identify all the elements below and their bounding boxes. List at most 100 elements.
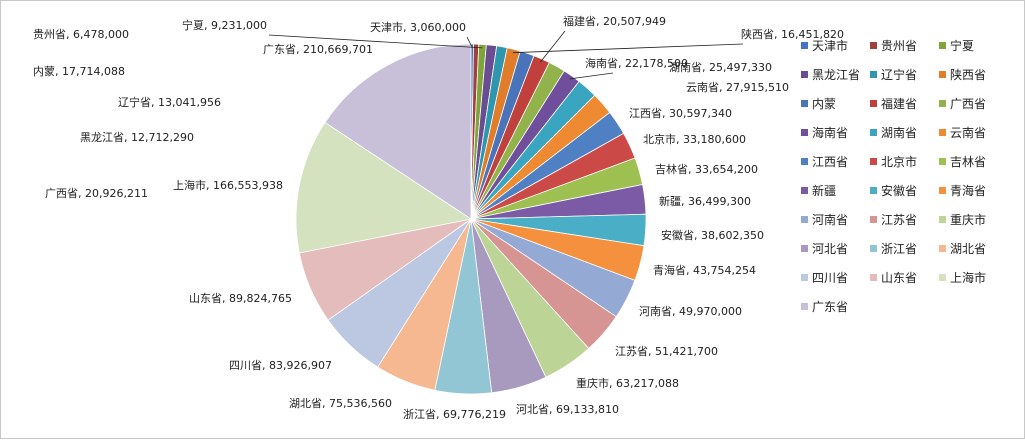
legend-swatch [801, 158, 808, 165]
legend-row: 内蒙 福建省 广西省 [801, 95, 1021, 124]
legend-entry: 湖北省 [939, 240, 1008, 257]
legend-label: 贵州省 [881, 39, 918, 53]
leader-line [569, 72, 614, 80]
data-label: 山东省, 89,824,765 [189, 292, 292, 305]
legend-entry: 黑龙江省 [801, 66, 870, 83]
data-label: 贵州省, 6,478,000 [33, 28, 129, 41]
legend-label: 新疆 [812, 184, 837, 198]
legend-entry: 青海省 [939, 182, 1008, 199]
legend-row: 四川省 山东省 上海市 [801, 269, 1021, 298]
legend-swatch [939, 42, 946, 49]
legend-row: 新疆 安徽省 青海省 [801, 182, 1021, 211]
legend-entry: 贵州省 [870, 37, 939, 54]
legend-row: 河北省 浙江省 湖北省 [801, 240, 1021, 269]
legend-entry: 天津市 [801, 37, 870, 54]
legend-swatch [870, 187, 877, 194]
legend-swatch [939, 100, 946, 107]
legend-entry: 安徽省 [870, 182, 939, 199]
legend-label: 上海市 [950, 271, 987, 285]
data-label: 黑龙江省, 12,712,290 [80, 131, 194, 144]
legend-label: 山东省 [881, 271, 918, 285]
data-label: 江苏省, 51,421,700 [615, 345, 718, 358]
legend-swatch [939, 71, 946, 78]
data-label: 云南省, 27,915,510 [686, 81, 789, 94]
legend-entry: 上海市 [939, 269, 1008, 286]
legend-swatch [870, 71, 877, 78]
pie-slices [295, 43, 647, 395]
legend-label: 广西省 [950, 97, 987, 111]
legend-row: 广东省 [801, 298, 1021, 327]
legend-label: 湖南省 [881, 126, 918, 140]
data-label: 天津市, 3,060,000 [370, 20, 466, 34]
legend-entry: 福建省 [870, 95, 939, 112]
legend-entry: 四川省 [801, 269, 870, 286]
legend-label: 江苏省 [881, 213, 918, 227]
legend-swatch [939, 216, 946, 223]
legend-row: 黑龙江省 辽宁省 陕西省 [801, 66, 1021, 95]
legend-entry: 北京市 [870, 153, 939, 170]
legend-swatch [870, 216, 877, 223]
legend-swatch [801, 274, 808, 281]
leader-line [512, 43, 744, 54]
legend-label: 云南省 [950, 126, 987, 140]
legend-label: 河北省 [812, 242, 849, 256]
legend-swatch [801, 187, 808, 194]
data-label: 宁夏, 9,231,000 [182, 18, 267, 32]
legend-swatch [870, 100, 877, 107]
legend-row: 江西省 北京市 吉林省 [801, 153, 1021, 182]
leader-line [466, 36, 473, 48]
data-label: 河南省, 49,970,000 [639, 305, 742, 318]
data-label: 吉林省, 33,654,200 [655, 162, 758, 176]
legend-swatch [939, 187, 946, 194]
legend-swatch [939, 129, 946, 136]
legend-entry: 江苏省 [870, 211, 939, 228]
chart-legend: 天津市 贵州省 宁夏 黑龙江省 辽宁省 陕西省 内蒙 福建省 广西省 海南省 湖南省 云南省 江西省 北京… [801, 37, 1021, 327]
legend-entry: 浙江省 [870, 240, 939, 257]
leader-line [540, 30, 566, 63]
legend-swatch [870, 245, 877, 252]
data-label: 安徽省, 38,602,350 [661, 228, 764, 242]
legend-label: 天津市 [812, 39, 849, 53]
leader-lines [268, 30, 744, 80]
legend-swatch [939, 274, 946, 281]
data-label: 陕西省, 16,451,820 [741, 27, 844, 41]
data-label: 四川省, 83,926,907 [229, 359, 332, 372]
data-label: 青海省, 43,754,254 [653, 263, 756, 277]
legend-label: 湖北省 [950, 242, 987, 256]
legend-label: 黑龙江省 [812, 68, 861, 82]
data-label: 上海市, 166,553,938 [173, 178, 283, 192]
legend-label: 福建省 [881, 97, 918, 111]
legend-entry: 山东省 [870, 269, 939, 286]
legend-label: 河南省 [812, 213, 849, 227]
legend-row: 海南省 湖南省 云南省 [801, 124, 1021, 153]
legend-label: 安徽省 [881, 184, 918, 198]
legend-label: 陕西省 [950, 68, 987, 82]
legend-entry: 云南省 [939, 124, 1008, 141]
data-label: 浙江省, 69,776,219 [403, 408, 506, 421]
legend-swatch [870, 42, 877, 49]
legend-swatch [939, 158, 946, 165]
data-label: 河北省, 69,133,810 [516, 403, 619, 416]
legend-swatch [939, 245, 946, 252]
legend-swatch [801, 216, 808, 223]
legend-entry: 湖南省 [870, 124, 939, 141]
legend-entry: 新疆 [801, 182, 870, 199]
legend-label: 吉林省 [950, 155, 987, 169]
legend-label: 内蒙 [812, 97, 837, 111]
legend-entry: 内蒙 [801, 95, 870, 112]
legend-entry: 广西省 [939, 95, 1008, 112]
legend-swatch [801, 100, 808, 107]
legend-swatch [801, 245, 808, 252]
legend-entry: 海南省 [801, 124, 870, 141]
legend-entry: 吉林省 [939, 153, 1008, 170]
data-label: 广东省, 210,669,701 [263, 43, 373, 56]
legend-label: 宁夏 [950, 39, 975, 53]
data-label: 北京市, 33,180,600 [643, 132, 746, 146]
legend-swatch [870, 274, 877, 281]
legend-swatch [801, 303, 808, 310]
legend-entry: 重庆市 [939, 211, 1008, 228]
legend-label: 海南省 [812, 126, 849, 140]
legend-label: 青海省 [950, 184, 987, 198]
legend-label: 北京市 [881, 155, 918, 169]
